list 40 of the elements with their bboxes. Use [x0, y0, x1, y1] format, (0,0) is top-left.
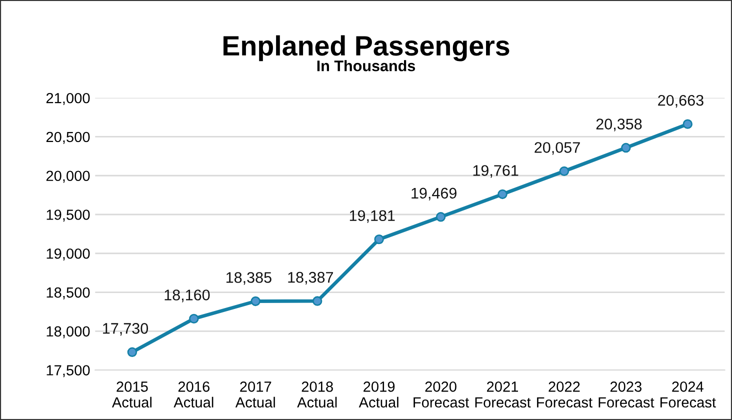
data-label: 17,730	[103, 323, 148, 336]
y-tick-label: 19,000	[46, 248, 90, 261]
point	[127, 347, 138, 357]
point	[189, 314, 199, 324]
data-label: 20,663	[658, 94, 704, 108]
point	[621, 142, 631, 153]
x-tick-label: 2017 Actual	[235, 382, 275, 408]
chart-title: Enplaned Passengers	[224, 35, 510, 62]
data-label: 19,761	[473, 165, 518, 178]
data-label: 19,469	[412, 188, 456, 200]
point	[498, 189, 508, 200]
chart-subtitle: In Thousands	[317, 60, 416, 72]
x-tick-label: 2020 Forecast	[414, 382, 470, 408]
x-tick-label: 2016 Actual	[174, 382, 214, 408]
point	[374, 234, 384, 244]
data-label: 18,387	[288, 272, 333, 285]
y-tick-label: 18,500	[46, 287, 90, 300]
y-tick-label: 21,000	[46, 92, 90, 106]
y-tick-label: 19,500	[46, 210, 90, 222]
x-tick-label: 2015 Actual	[112, 382, 152, 408]
y-tick-label: 20,500	[46, 132, 90, 144]
point	[559, 166, 570, 176]
data-label: 19,181	[350, 210, 395, 223]
x-tick-label: 2021 Forecast	[475, 382, 531, 408]
x-tick-label: 2024 Forecast	[660, 382, 716, 408]
x-tick-label: 2018 Actual	[297, 382, 337, 408]
point	[682, 119, 693, 129]
data-label: 20,358	[596, 118, 642, 132]
data-label: 18,160	[164, 290, 210, 302]
y-tick-label: 18,000	[46, 326, 90, 338]
point	[312, 296, 322, 306]
point	[250, 296, 260, 306]
x-tick-label: 2019 Actual	[358, 382, 398, 408]
data-label: 18,385	[226, 272, 272, 285]
x-tick-label: 2023 Forecast	[598, 382, 654, 408]
y-tick-label: 17,500	[46, 365, 90, 378]
data-label: 20,057	[534, 142, 580, 155]
point	[436, 212, 446, 222]
y-tick-label: 20,000	[46, 170, 90, 183]
x-tick-label: 2022 Forecast	[537, 382, 592, 408]
